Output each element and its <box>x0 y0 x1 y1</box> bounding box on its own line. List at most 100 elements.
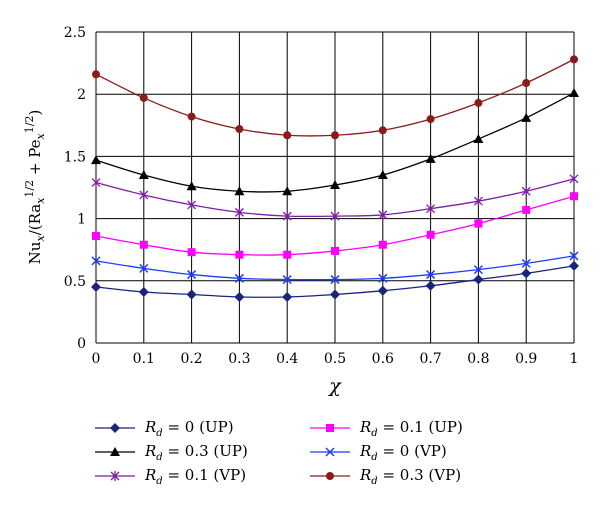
series-layer <box>91 55 579 302</box>
data-point <box>426 270 436 280</box>
data-point <box>331 246 339 255</box>
x-axis-label: χ <box>327 375 342 397</box>
data-point <box>110 423 120 433</box>
data-point <box>378 209 388 220</box>
y-label-nu: Nu <box>26 241 44 264</box>
series-2 <box>91 87 579 196</box>
data-point <box>139 240 148 249</box>
data-point <box>377 170 388 180</box>
y-label-sup-1: 1/2 <box>23 180 36 198</box>
y-tick-label: 2.5 <box>64 25 86 41</box>
data-point <box>426 230 435 239</box>
legend-item: Rd = 0 (VP) <box>310 441 447 463</box>
data-point <box>473 196 483 207</box>
data-point <box>569 251 579 261</box>
data-point <box>91 256 101 266</box>
data-point <box>91 177 101 188</box>
data-point <box>91 282 101 293</box>
data-point <box>521 258 531 268</box>
data-point <box>473 133 484 143</box>
data-point <box>377 285 388 296</box>
legend-item: Rd = 0.3 (VP) <box>310 465 461 487</box>
legend-label: Rd = 0 (VP) <box>360 441 447 463</box>
x-tick-labels: 0 0.1 0.2 0.3 0.4 0.5 0.6 0.7 0.8 0.9 1 <box>92 351 579 367</box>
data-point <box>570 192 578 201</box>
data-point <box>282 211 292 222</box>
legend-swatch <box>95 447 135 456</box>
data-point <box>282 186 293 196</box>
data-point <box>186 181 197 191</box>
data-point <box>330 180 340 190</box>
data-point <box>378 240 387 249</box>
data-point <box>139 263 149 273</box>
data-point <box>138 286 149 297</box>
chart: 0 0.1 0.2 0.3 0.4 0.5 0.6 0.7 0.8 0.9 1 0 0.5 1 1.5 2 2… <box>23 25 579 397</box>
series-4 <box>91 173 579 222</box>
x-tick-label: 0.8 <box>467 351 489 367</box>
legend-swatch <box>310 472 350 480</box>
series-5 <box>92 55 578 140</box>
legend-item: Rd = 0.1 (VP) <box>95 465 246 487</box>
data-point <box>187 112 196 121</box>
data-point <box>570 55 578 64</box>
data-point <box>426 115 435 124</box>
legend-swatch <box>310 424 350 432</box>
x-tick-label: 0.2 <box>180 351 202 367</box>
data-point <box>522 205 531 214</box>
data-point <box>330 275 340 285</box>
data-point <box>474 98 483 107</box>
data-point <box>235 125 244 134</box>
data-point <box>569 260 579 271</box>
y-label-pe: + Pe <box>26 139 44 180</box>
x-tick-label: 0.3 <box>228 351 250 367</box>
data-point <box>473 274 484 285</box>
y-tick-label: 1.5 <box>64 149 86 165</box>
data-point <box>187 270 197 280</box>
data-point <box>283 131 292 140</box>
data-point <box>234 207 244 218</box>
data-point <box>283 250 292 259</box>
legend-item: Rd = 0 (UP) <box>95 417 234 439</box>
data-point <box>425 153 436 163</box>
data-point <box>110 471 120 481</box>
data-point <box>326 424 334 432</box>
legend-item: Rd = 0.3 (UP) <box>95 441 248 463</box>
legend-label: Rd = 0.3 (UP) <box>145 441 248 463</box>
data-point <box>331 131 339 140</box>
data-point <box>426 203 436 214</box>
data-point <box>110 447 120 456</box>
data-point <box>521 112 532 122</box>
y-tick-label: 1 <box>77 212 86 228</box>
y-label-sub-x3: x <box>34 132 47 139</box>
data-point <box>425 280 436 291</box>
data-point <box>569 173 579 184</box>
series-0 <box>91 260 579 302</box>
y-label-sub-x2: x <box>34 197 47 204</box>
legend-swatch <box>310 447 350 457</box>
y-tick-label: 0 <box>77 336 86 352</box>
legend-label: Rd = 0.1 (UP) <box>360 417 463 439</box>
legend-swatch <box>95 423 135 433</box>
data-point <box>282 291 293 302</box>
legend-item: Rd = 0.1 (UP) <box>310 417 463 439</box>
y-label-close: ) <box>26 110 44 116</box>
data-point <box>282 275 292 285</box>
x-tick-label: 0.5 <box>324 351 346 367</box>
y-axis-label: Nux/(Rax1/2 + Pex1/2) <box>23 110 47 265</box>
data-point <box>378 126 387 135</box>
data-point <box>521 268 532 279</box>
data-point <box>234 186 245 196</box>
x-tick-label: 0.4 <box>276 351 298 367</box>
data-point <box>235 250 244 259</box>
x-tick-label: 0.1 <box>133 351 155 367</box>
x-tick-label: 0.6 <box>372 351 394 367</box>
y-label-sup-2: 1/2 <box>23 116 36 134</box>
data-point <box>330 211 340 222</box>
series-3 <box>91 251 579 285</box>
data-point <box>139 189 149 200</box>
legend: Rd = 0 (UP) Rd = 0.1 (UP) Rd = 0.3 (UP) Rd … <box>95 417 575 513</box>
data-point <box>473 265 483 275</box>
x-tick-label: 1 <box>570 351 579 367</box>
legend-label: Rd = 0.3 (VP) <box>360 465 462 487</box>
x-tick-label: 0.9 <box>515 351 537 367</box>
